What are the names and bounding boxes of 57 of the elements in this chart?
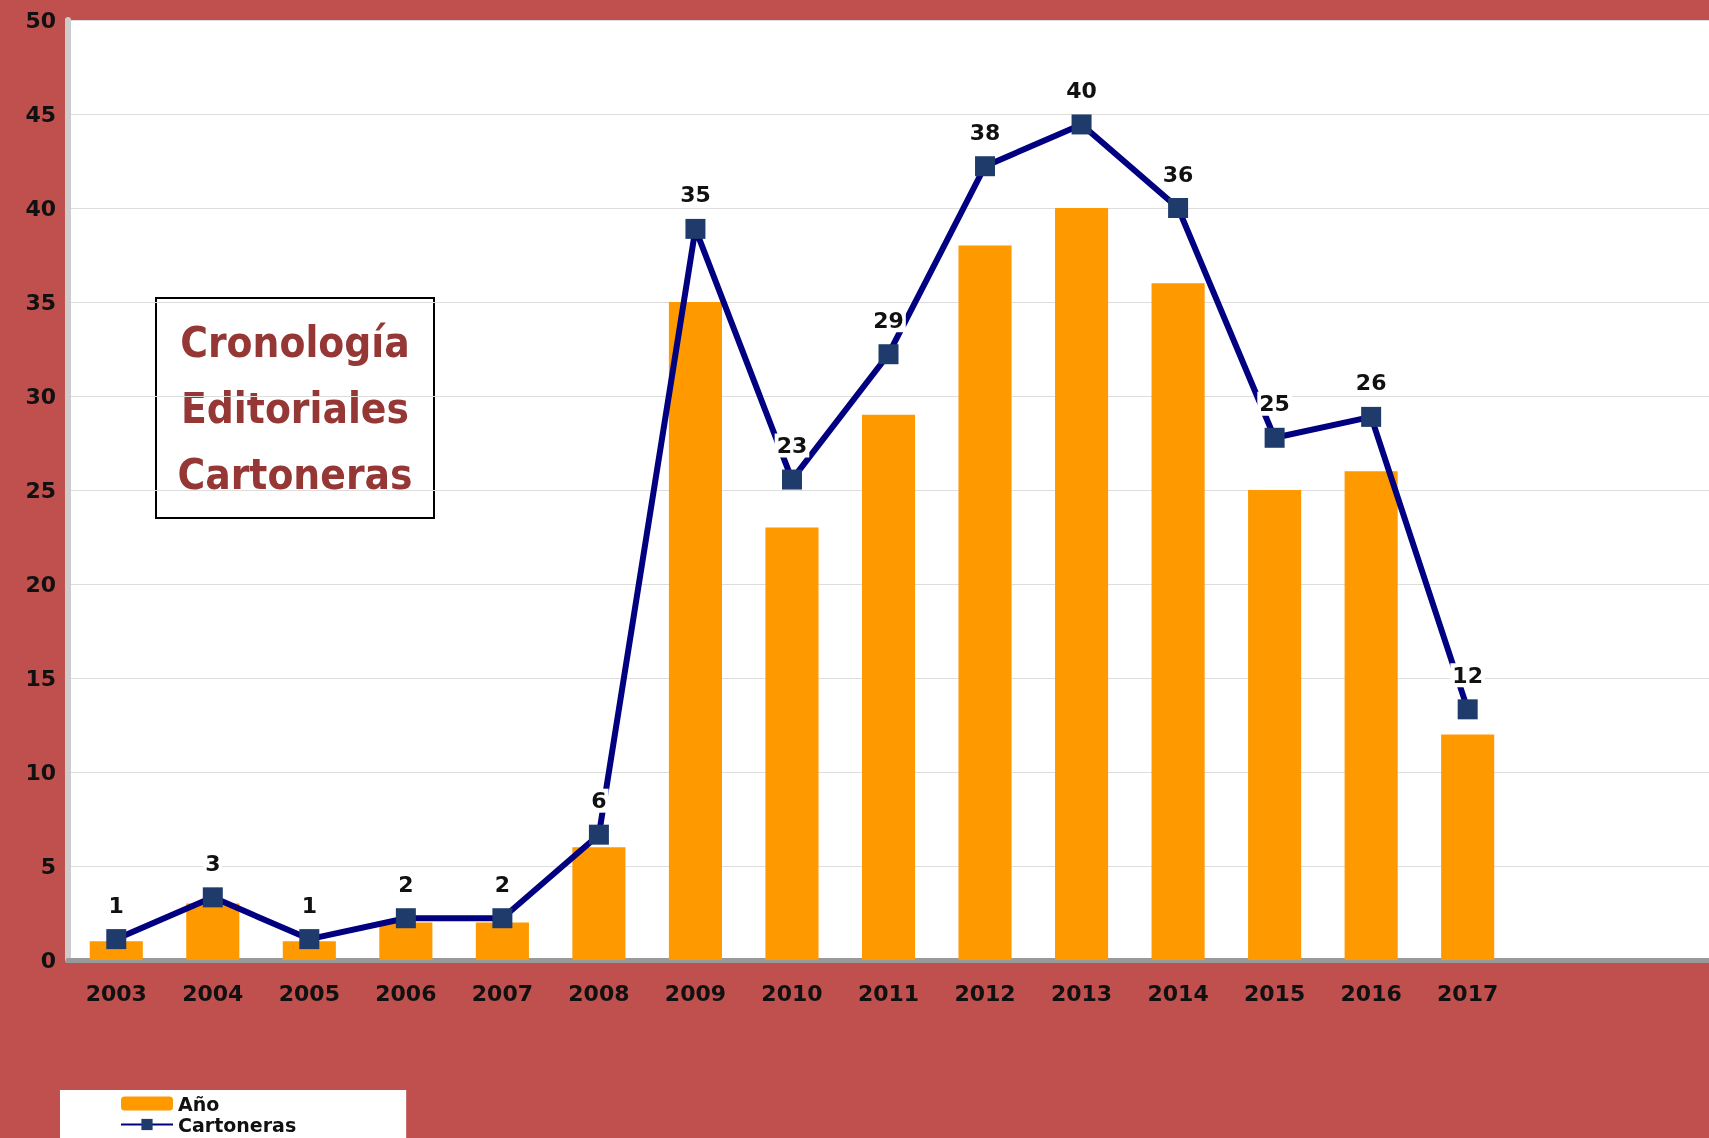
- bar: [572, 847, 626, 960]
- bar: [1441, 734, 1495, 960]
- x-tick-label: 2004: [182, 980, 244, 1006]
- y-tick-label: 10: [25, 759, 56, 785]
- data-label: 12: [1452, 662, 1483, 688]
- bar: [1344, 471, 1398, 960]
- x-tick-label: 2006: [375, 980, 437, 1006]
- y-tick-label: 45: [25, 101, 56, 127]
- bar: [668, 302, 722, 960]
- annotation: Cronología Editoriales Cartoneras: [177, 317, 413, 499]
- bar: [475, 922, 529, 960]
- bar: [1248, 490, 1302, 960]
- y-tick-label: 0: [40, 947, 56, 973]
- x-tick-label: 2011: [857, 980, 920, 1006]
- x-tick-label: 2013: [1050, 980, 1113, 1006]
- data-label: 29: [873, 307, 904, 333]
- y-tick-label: 30: [25, 383, 56, 409]
- data-label: 2: [494, 871, 511, 897]
- bar: [1151, 283, 1205, 960]
- data-label: 6: [591, 788, 607, 814]
- y-tick-label: 5: [40, 853, 56, 879]
- x-tick-label: 2007: [471, 980, 533, 1006]
- bar: [1055, 208, 1109, 960]
- legend-label: Cartoneras: [178, 1113, 297, 1136]
- data-label: 1: [108, 892, 124, 918]
- x-tick-label: 2009: [664, 980, 727, 1006]
- x-tick-label: 2014: [1147, 980, 1209, 1006]
- data-label: 26: [1355, 370, 1387, 396]
- y-tick-label: 15: [25, 665, 56, 691]
- x-tick-label: 2012: [954, 980, 1016, 1006]
- bar: [186, 903, 240, 960]
- x-tick-label: 2003: [85, 980, 147, 1006]
- bar: [958, 245, 1012, 960]
- data-label: 25: [1259, 391, 1290, 417]
- data-label: 35: [680, 182, 711, 208]
- x-tick-label: 2015: [1244, 980, 1306, 1006]
- y-tick-label: 50: [25, 7, 56, 33]
- data-label: 2: [398, 871, 414, 897]
- legend-label: Año: [178, 1092, 220, 1115]
- x-tick-label: 2016: [1340, 980, 1402, 1006]
- data-label: 23: [776, 433, 808, 459]
- y-tick-label: 25: [25, 477, 56, 503]
- y-tick-label: 35: [25, 289, 56, 315]
- data-label: 36: [1162, 161, 1194, 187]
- y-tick-label: 40: [25, 195, 56, 221]
- bar: [861, 414, 916, 960]
- data-label: 40: [1066, 77, 1097, 103]
- data-label: 38: [969, 119, 1001, 145]
- x-tick-label: 2017: [1437, 980, 1499, 1006]
- data-label: 1: [301, 892, 317, 918]
- x-tick-label: 2008: [568, 980, 630, 1006]
- bar: [379, 922, 433, 960]
- bar: [765, 527, 819, 960]
- data-label: 3: [205, 850, 221, 876]
- x-tick-label: 2005: [278, 980, 340, 1006]
- x-tick-label: 2010: [761, 980, 823, 1006]
- y-tick-label: 20: [25, 571, 56, 597]
